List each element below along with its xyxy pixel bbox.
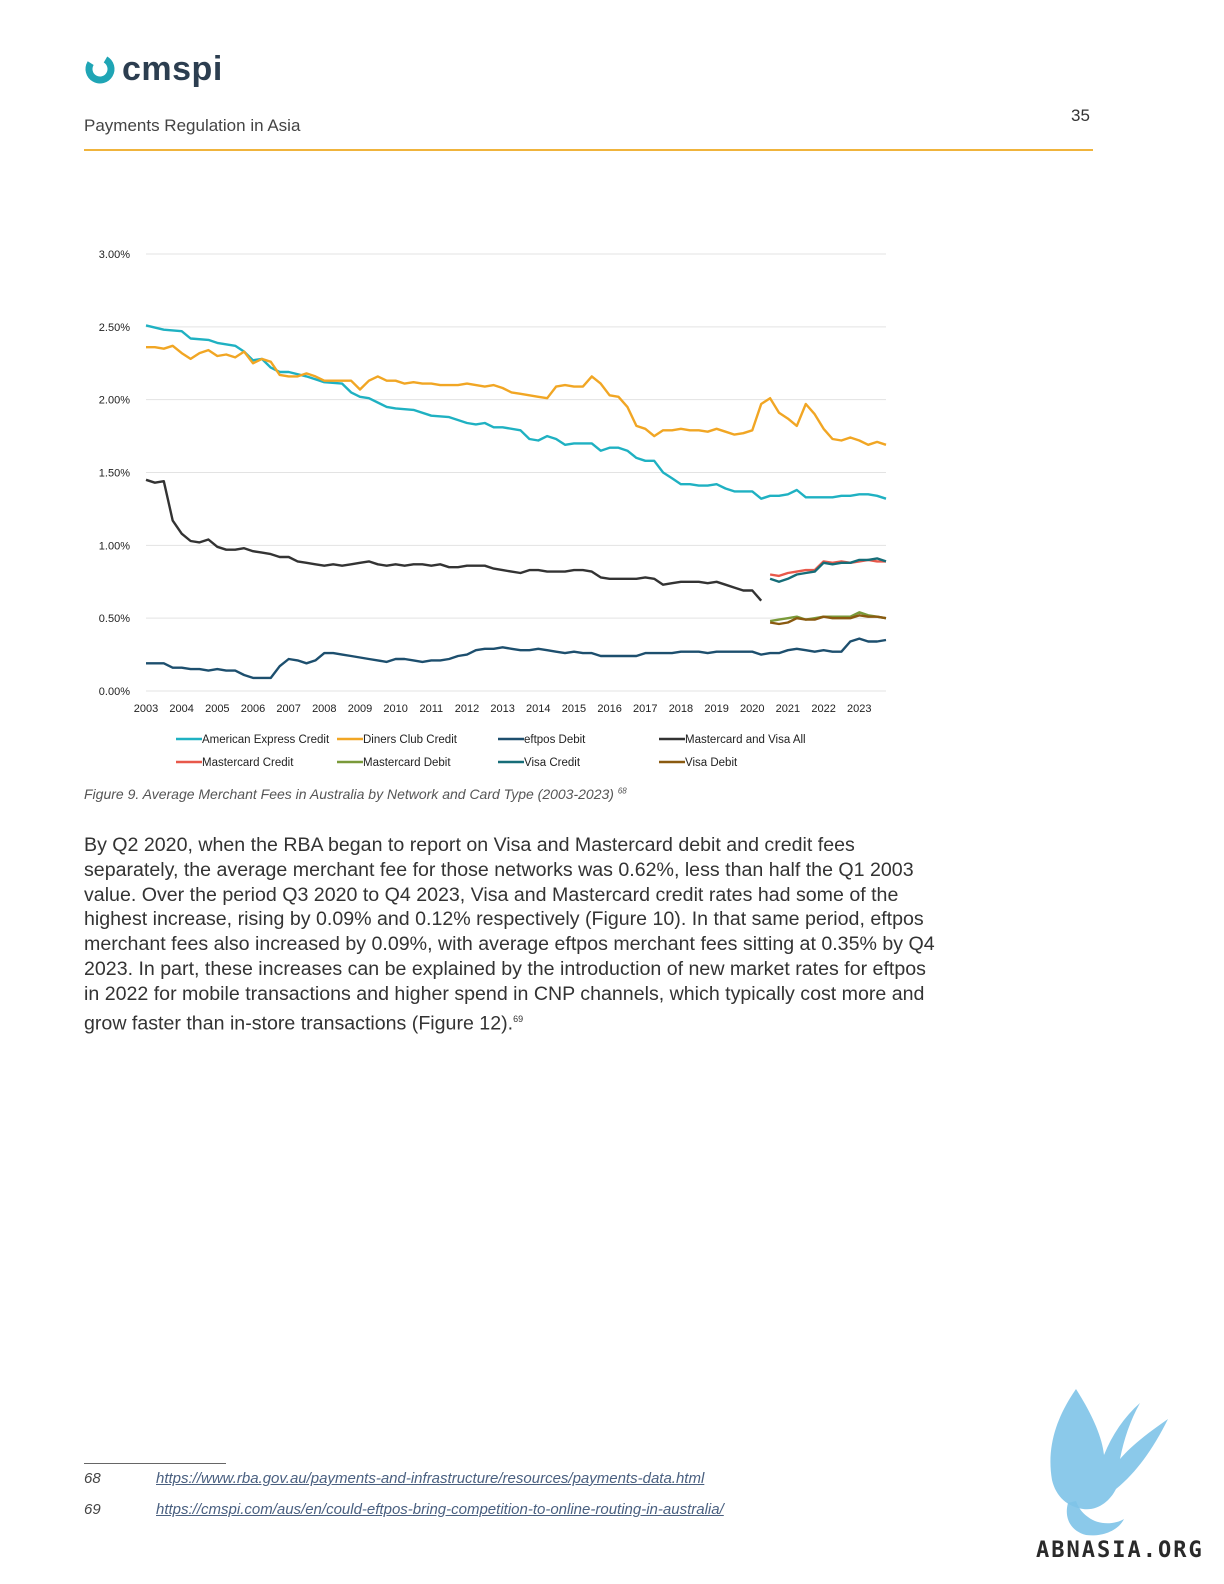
legend-label: Mastercard Credit — [202, 757, 294, 769]
series-line — [146, 637, 887, 680]
footnote-68: 68 https://www.rba.gov.au/payments-and-in… — [84, 1470, 704, 1487]
x-tick-label: 2020 — [740, 703, 764, 715]
x-tick-label: 2015 — [562, 703, 586, 715]
company-logo: cmspi — [84, 52, 223, 86]
x-tick-label: 2016 — [597, 703, 621, 715]
document-title: Payments Regulation in Asia — [84, 116, 301, 135]
y-tick-label: 3.00% — [99, 249, 130, 261]
x-tick-label: 2021 — [776, 703, 800, 715]
legend-label: Mastercard Debit — [363, 757, 451, 769]
x-tick-label: 2012 — [455, 703, 479, 715]
series-line — [146, 344, 887, 446]
series-line — [769, 557, 887, 583]
legend-label: Visa Debit — [685, 757, 738, 769]
x-tick-label: 2023 — [847, 703, 871, 715]
y-tick-label: 0.00% — [99, 686, 130, 698]
series-line — [769, 614, 887, 626]
series-line — [145, 324, 887, 500]
header-divider — [84, 149, 1093, 151]
x-tick-label: 2013 — [490, 703, 514, 715]
paragraph-footnote-ref: 69 — [513, 1013, 524, 1024]
chart-svg: 0.00% 0.50% 1.00% 1.50% 2.00% 2.50% 3.00% 2003 2… — [99, 249, 887, 769]
x-tick-label: 2006 — [241, 703, 265, 715]
x-tick-label: 2005 — [205, 703, 229, 715]
watermark: ABNASIA.ORG — [1028, 1385, 1208, 1565]
griffin-watermark-icon: ABNASIA.ORG — [1036, 1389, 1204, 1563]
watermark-text: ABNASIA.ORG — [1036, 1538, 1204, 1560]
y-tick-label: 2.00% — [99, 395, 130, 407]
x-tick-label: 2022 — [811, 703, 835, 715]
body-paragraph: By Q2 2020, when the RBA began to report… — [84, 833, 944, 1036]
caption-footnote-ref: 68 — [617, 786, 627, 796]
x-tick-label: 2003 — [134, 703, 158, 715]
legend-label: Visa Credit — [524, 757, 581, 769]
legend-label: American Express Credit — [202, 734, 330, 746]
x-tick-label: 2017 — [633, 703, 657, 715]
footnote-number: 69 — [84, 1501, 101, 1518]
x-tick-label: 2018 — [669, 703, 693, 715]
merchant-fees-chart: 0.00% 0.50% 1.00% 1.50% 2.00% 2.50% 3.00% 2003 2… — [84, 240, 904, 785]
series-line — [145, 478, 763, 602]
y-tick-label: 1.00% — [99, 540, 130, 552]
footnote-number: 68 — [84, 1470, 101, 1487]
legend-label: eftpos Debit — [524, 734, 586, 746]
y-tick-label: 0.50% — [99, 613, 130, 625]
page-number: 35 — [1071, 106, 1090, 125]
x-tick-label: 2019 — [704, 703, 728, 715]
footnote-link[interactable]: https://www.rba.gov.au/payments-and-infr… — [156, 1470, 705, 1487]
footnote-divider — [84, 1463, 226, 1464]
legend-label: Mastercard and Visa All — [685, 734, 806, 746]
footnote-69: 69 https://cmspi.com/aus/en/could-eftpos-… — [84, 1501, 724, 1518]
x-tick-label: 2004 — [169, 703, 193, 715]
x-tick-label: 2007 — [276, 703, 300, 715]
cmspi-logo-icon — [85, 54, 115, 84]
y-tick-label: 1.50% — [99, 468, 130, 480]
figure-caption: Figure 9. Average Merchant Fees in Austr… — [84, 786, 627, 802]
x-tick-label: 2010 — [383, 703, 407, 715]
legend-label: Diners Club Credit — [363, 734, 458, 746]
series-line — [769, 558, 886, 578]
x-tick-label: 2009 — [348, 703, 372, 715]
footnote-link[interactable]: https://cmspi.com/aus/en/could-eftpos-br… — [156, 1501, 724, 1518]
x-tick-label: 2008 — [312, 703, 336, 715]
x-tick-label: 2014 — [526, 703, 550, 715]
caption-text: Figure 9. Average Merchant Fees in Austr… — [84, 786, 618, 802]
x-tick-label: 2011 — [419, 703, 443, 715]
logo-text: cmspi — [122, 50, 223, 88]
y-tick-label: 2.50% — [99, 322, 130, 334]
paragraph-text: By Q2 2020, when the RBA began to report… — [84, 834, 935, 1035]
